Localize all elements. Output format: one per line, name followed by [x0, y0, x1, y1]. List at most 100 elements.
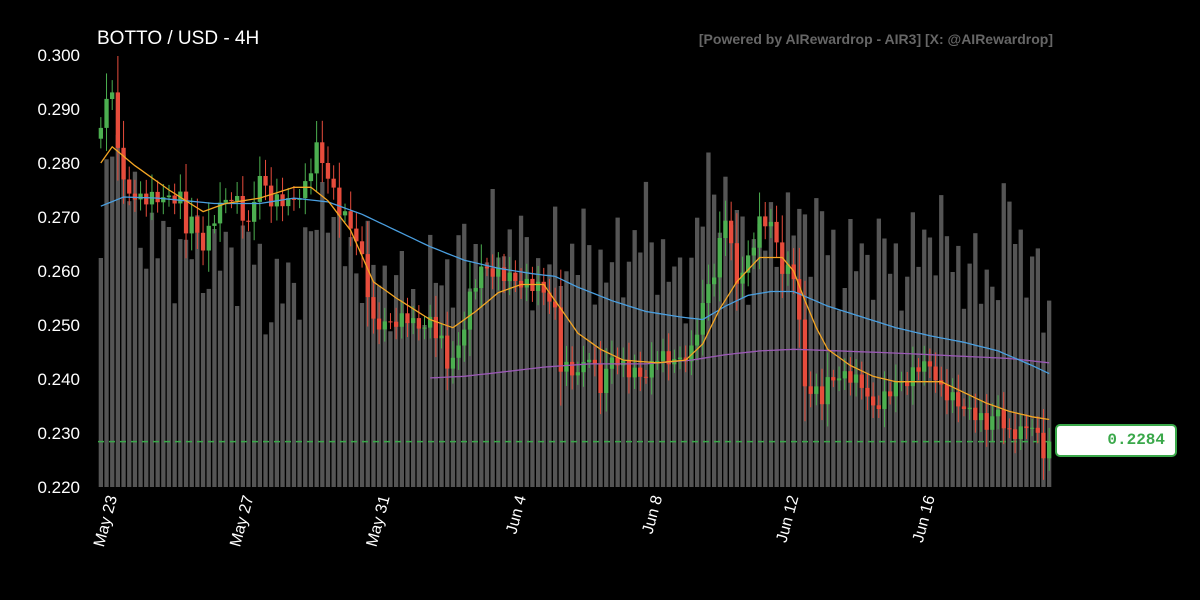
volume-bar	[518, 215, 524, 487]
volume-bar	[831, 229, 836, 487]
volume-bar	[484, 262, 490, 487]
y-tick-label: 0.280	[37, 154, 80, 173]
candle-down	[774, 221, 779, 243]
volume-bar	[956, 245, 961, 487]
candle-up	[524, 278, 529, 288]
candles	[98, 56, 1052, 480]
candle-up	[467, 291, 473, 330]
candle-down	[831, 377, 836, 381]
candle-up	[746, 255, 751, 273]
candle-down	[729, 220, 734, 244]
volume-bar	[428, 234, 433, 487]
candle-down	[127, 179, 132, 194]
volume-bar	[797, 208, 802, 487]
volume-bar	[325, 232, 331, 487]
candle-down	[615, 357, 620, 366]
volume-bar	[337, 202, 342, 487]
volume-bar	[592, 304, 597, 487]
volume-bar	[899, 310, 904, 487]
candle-up	[411, 318, 416, 324]
candle-up	[694, 334, 700, 346]
candle-up	[587, 359, 592, 362]
volume-bar	[240, 225, 245, 487]
volume-bar	[235, 306, 240, 487]
volume-bar	[229, 247, 234, 487]
volume-bar	[371, 264, 376, 487]
candle-down	[501, 267, 507, 281]
candle-down	[320, 142, 325, 163]
candle-down	[200, 232, 206, 251]
volume-bar	[314, 229, 319, 487]
volume-bar	[274, 258, 279, 487]
candle-down	[405, 313, 410, 324]
candle-down	[865, 387, 870, 397]
volume-bar	[280, 303, 285, 487]
candle-down	[1007, 428, 1012, 430]
x-tick-label: May 31	[364, 494, 394, 549]
candle-down	[553, 301, 558, 308]
volume-bar	[524, 237, 529, 487]
volume-bar	[195, 215, 200, 488]
volume-bar	[473, 244, 478, 487]
volume-bar	[479, 272, 484, 487]
volume-bar	[110, 156, 115, 487]
candle-down	[246, 220, 251, 222]
candle-up	[922, 361, 927, 372]
candle-down	[325, 163, 331, 179]
candle-up	[621, 360, 626, 366]
volume-bar	[206, 288, 211, 487]
candle-up	[853, 374, 859, 383]
candle-up	[439, 335, 444, 339]
candle-down	[802, 319, 808, 387]
candle-up	[161, 197, 166, 203]
volume-bar	[1047, 300, 1052, 487]
candle-down	[416, 318, 421, 329]
candle-down	[263, 176, 268, 186]
candle-down	[905, 381, 910, 387]
candle-down	[376, 318, 382, 330]
candle-down	[354, 228, 359, 242]
volume-bar	[723, 176, 728, 487]
volume-bar	[297, 319, 302, 487]
candle-up	[814, 386, 819, 394]
volume-bar	[200, 293, 206, 487]
y-tick-label: 0.230	[37, 424, 80, 443]
candle-down	[797, 279, 802, 320]
candle-up	[1030, 427, 1035, 429]
volume-bar	[757, 223, 762, 487]
candle-up	[717, 238, 722, 278]
candle-up	[462, 329, 467, 346]
candle-down	[808, 386, 813, 394]
volume-bar	[774, 266, 779, 487]
candle-down	[365, 254, 370, 298]
volume-bar	[751, 239, 756, 487]
candle-up	[308, 173, 314, 182]
candle-up	[604, 368, 609, 393]
volume-bar	[530, 310, 535, 487]
x-tick-label: May 27	[227, 494, 257, 549]
volume-bar	[223, 231, 228, 487]
x-tick-label: Jun 4	[503, 494, 530, 536]
y-tick-label: 0.220	[37, 478, 80, 497]
candle-up	[757, 216, 762, 248]
candle-up	[235, 196, 240, 202]
volume-bar	[717, 232, 722, 487]
volume-bar	[394, 275, 399, 487]
candle-down	[371, 297, 376, 319]
volume-bar	[746, 304, 751, 487]
candle-down	[183, 191, 189, 234]
candle-up	[836, 378, 842, 381]
volume-bar	[416, 326, 421, 487]
candle-up	[399, 313, 404, 327]
candle-down	[592, 359, 597, 365]
volume-bar	[189, 259, 194, 487]
candle-up	[422, 327, 427, 329]
candle-up	[967, 407, 972, 410]
volume-bar	[984, 269, 989, 487]
candle-down	[638, 367, 643, 377]
y-tick-label: 0.240	[37, 370, 80, 389]
volume-bar	[172, 303, 177, 487]
candle-down	[570, 361, 575, 376]
candle-down	[547, 292, 552, 302]
volume-bar	[178, 239, 183, 487]
